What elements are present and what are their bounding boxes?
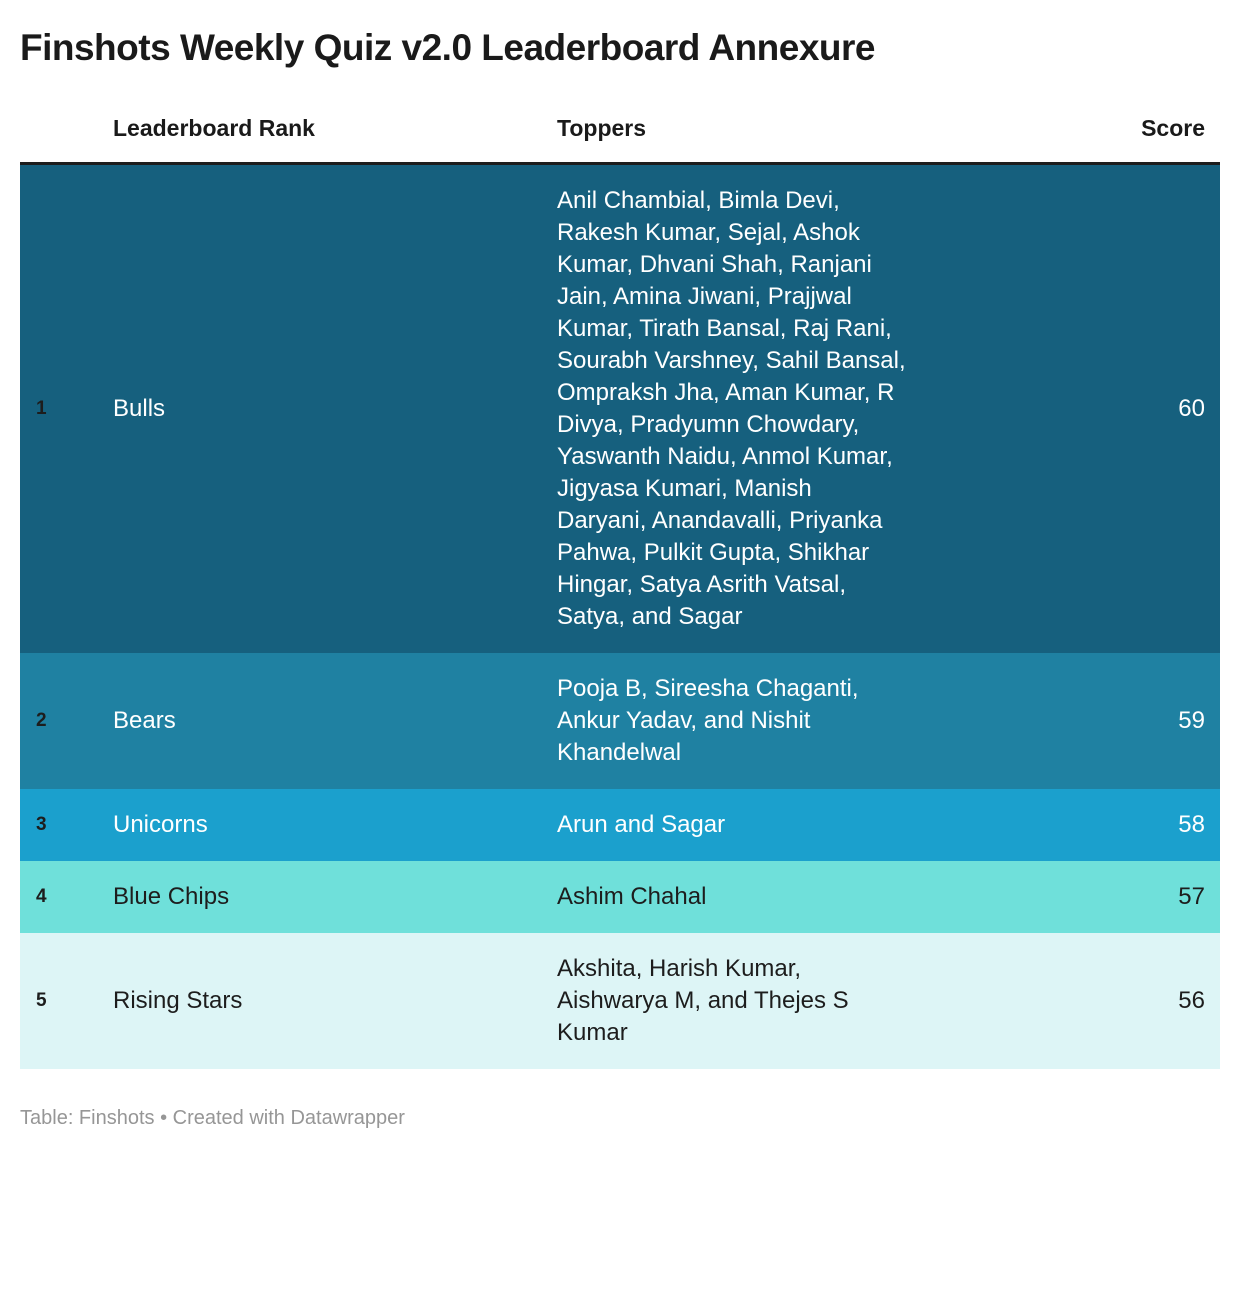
team-cell: Bulls — [113, 394, 166, 422]
team-cell: Blue Chips — [113, 882, 230, 910]
rank-cell: 3 — [36, 813, 47, 835]
table-row: 3 Unicorns Arun and Sagar 58 — [20, 788, 1220, 861]
rank-cell: 2 — [36, 709, 47, 731]
table-row: 5 Rising Stars Akshita, Harish Kumar, Ai… — [20, 932, 1220, 1069]
leaderboard-table: Leaderboard Rank Toppers Score 1 Bulls A… — [20, 115, 1220, 1069]
score-cell: 57 — [1178, 882, 1205, 910]
table-header-row: Leaderboard Rank Toppers Score — [20, 115, 1220, 165]
score-cell: 60 — [1178, 394, 1205, 422]
toppers-cell: Arun and Sagar — [557, 810, 726, 838]
score-cell: 59 — [1178, 706, 1205, 734]
toppers-cell: Anil Chambial, Bimla Devi, Rakesh Kumar,… — [557, 186, 906, 630]
rank-cell: 4 — [36, 885, 47, 907]
rank-column-header: Leaderboard Rank — [113, 114, 315, 141]
score-cell: 58 — [1178, 810, 1205, 838]
team-cell: Bears — [113, 706, 176, 734]
toppers-cell: Pooja B, Sireesha Chaganti, Ankur Yadav,… — [557, 674, 859, 766]
table-row: 4 Blue Chips Ashim Chahal 57 — [20, 860, 1220, 933]
team-cell: Unicorns — [113, 810, 208, 838]
toppers-column-header: Toppers — [557, 114, 647, 141]
toppers-cell: Akshita, Harish Kumar, Aishwarya M, and … — [557, 954, 849, 1046]
team-cell: Rising Stars — [113, 986, 243, 1014]
attribution-text: Table: Finshots • Created with Datawrapp… — [20, 1106, 405, 1129]
rank-cell: 5 — [36, 989, 47, 1011]
table-row: 1 Bulls Anil Chambial, Bimla Devi, Rakes… — [20, 164, 1220, 653]
rank-cell: 1 — [36, 397, 47, 419]
score-column-header: Score — [1141, 114, 1205, 141]
score-cell: 56 — [1178, 986, 1205, 1014]
toppers-cell: Ashim Chahal — [557, 882, 707, 910]
table-row: 2 Bears Pooja B, Sireesha Chaganti, Anku… — [20, 652, 1220, 789]
page-title: Finshots Weekly Quiz v2.0 Leaderboard An… — [20, 27, 875, 68]
